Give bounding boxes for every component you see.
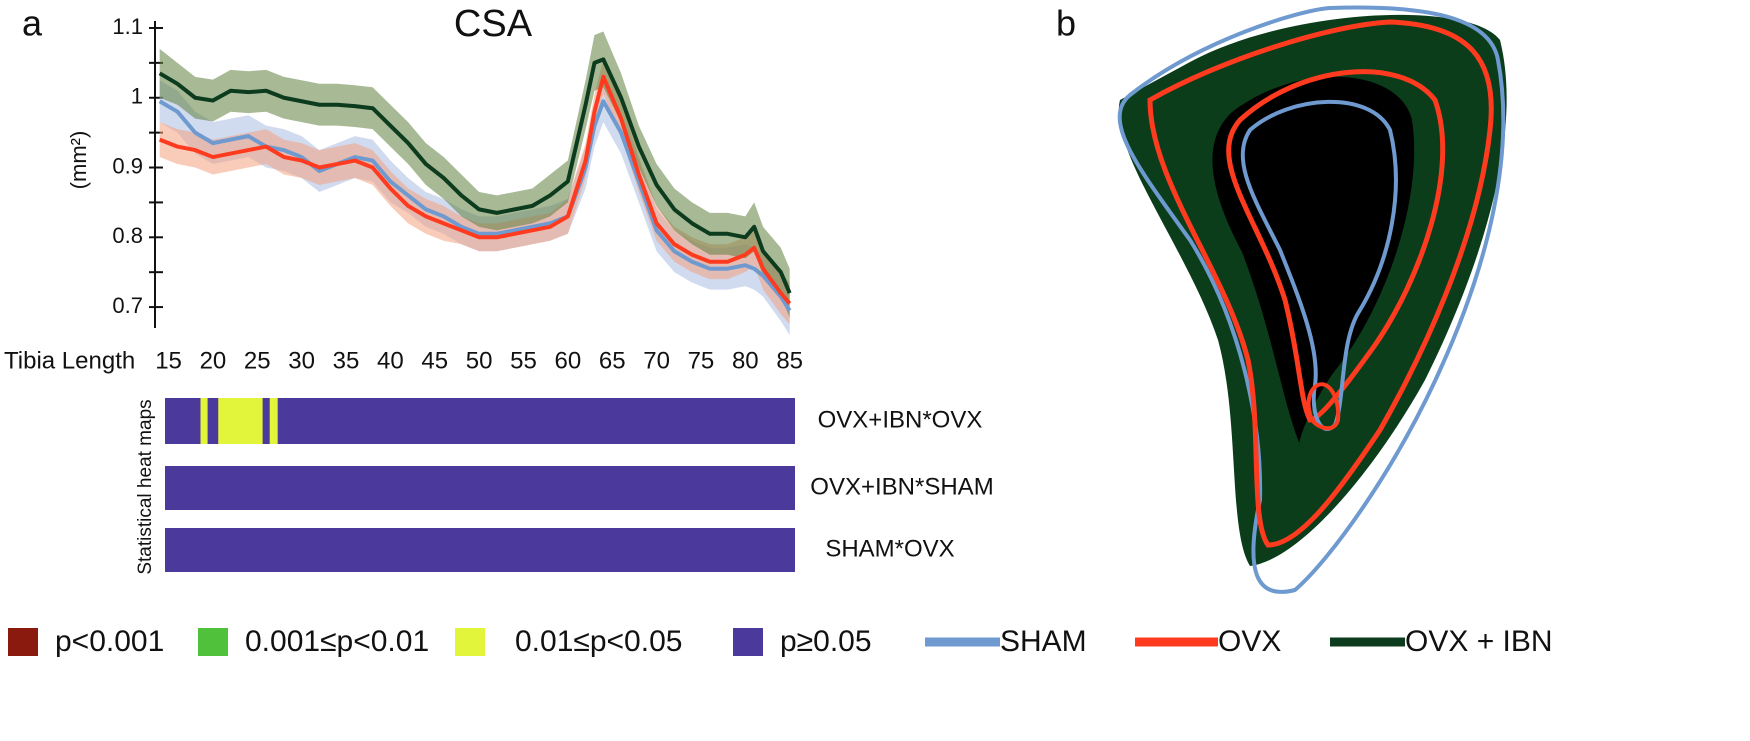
heatmap-row	[165, 466, 795, 510]
heatmap-cell	[200, 398, 208, 444]
series-line	[158, 99, 792, 312]
x-tick-label: 75	[688, 347, 715, 374]
y-tick-label: 0.7	[112, 293, 143, 318]
x-axis-label: Tibia Length	[4, 347, 135, 374]
heatmap-row	[165, 528, 795, 572]
y-tick-label: 1	[131, 84, 143, 109]
legend-swatch	[455, 628, 485, 656]
y-tick-label: 0.9	[112, 153, 143, 178]
chart-title: CSA	[454, 3, 533, 45]
series-line	[158, 57, 792, 294]
series-line	[158, 74, 792, 305]
legend-label: p≥0.05	[780, 625, 872, 658]
x-tick-label: 45	[421, 347, 448, 374]
x-tick-label: 25	[244, 347, 271, 374]
panel-label: b	[1056, 3, 1076, 44]
x-tick-label: 40	[377, 347, 404, 374]
panel-label: a	[22, 3, 43, 44]
x-tick-label: 60	[554, 347, 581, 374]
y-axis-label: (mm²)	[66, 131, 91, 190]
x-tick-label: 15	[155, 347, 182, 374]
legend-label: SHAM	[1000, 625, 1087, 658]
heatmap-label: SHAM*OVX	[825, 535, 954, 562]
y-tick-label: 1.1	[112, 14, 143, 39]
legend-label: p<0.001	[55, 625, 164, 658]
x-tick-label: 35	[333, 347, 360, 374]
legend-swatch	[8, 628, 38, 656]
x-tick-label: 80	[732, 347, 759, 374]
heatmap-label: OVX+IBN*SHAM	[810, 473, 993, 500]
cross-section	[1117, 5, 1507, 594]
legend-label: 0.01≤p<0.05	[515, 625, 682, 658]
legend-label: OVX + IBN	[1405, 625, 1553, 658]
x-tick-label: 30	[288, 347, 315, 374]
y-tick-label: 0.8	[112, 223, 143, 248]
legend-swatch	[198, 628, 228, 656]
heatmap-cell	[218, 398, 263, 444]
heatmap-label: OVX+IBN*OVX	[818, 406, 983, 433]
heatmap-cell	[269, 398, 278, 444]
legend-label: OVX	[1218, 625, 1281, 658]
x-tick-label: 50	[466, 347, 493, 374]
x-tick-label: 65	[599, 347, 626, 374]
x-tick-label: 85	[776, 347, 803, 374]
x-tick-label: 20	[200, 347, 227, 374]
x-tick-label: 70	[643, 347, 670, 374]
heatmap-title: Statistical heat maps	[135, 399, 156, 574]
legend-label: 0.001≤p<0.01	[245, 625, 429, 658]
legend-swatch	[733, 628, 763, 656]
x-tick-label: 55	[510, 347, 537, 374]
